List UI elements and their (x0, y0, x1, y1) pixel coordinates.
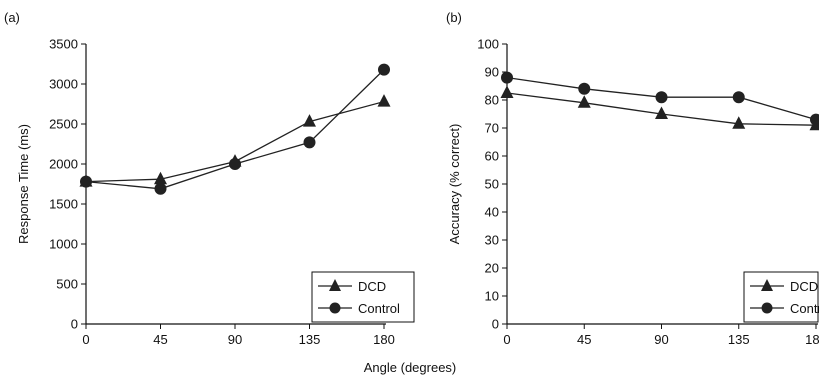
panel-b-xtick-label: 45 (577, 332, 591, 347)
panel-b-point-dcd (732, 116, 746, 129)
chart-panel-a: (a) Response Time (ms) 0 500 1000 1500 2000 2… (4, 10, 415, 348)
panel-b-ytick-label: 0 (492, 317, 499, 332)
panel-a-legend-label-control: Control (358, 301, 400, 316)
panel-a-legend-marker-dcd (329, 279, 341, 291)
panel-b-ytick-label: 10 (485, 289, 499, 304)
panel-b-label: (b) (446, 10, 462, 25)
panel-a-ytick-label: 2000 (49, 157, 78, 172)
panel-b-ytick-label: 80 (485, 93, 499, 108)
panel-a-xtick-label: 0 (82, 332, 89, 347)
panel-b-ytick-label: 70 (485, 121, 499, 136)
panel-b-ylabel: Accuracy (% correct) (447, 124, 462, 245)
panel-a-axes: 0 500 1000 1500 2000 2500 3000 3500 0 45 90 135 180 (49, 37, 395, 348)
panel-a-ylabel: Response Time (ms) (16, 124, 31, 244)
panel-a-ytick-label: 2500 (49, 117, 78, 132)
panel-b-ytick-label: 90 (485, 65, 499, 80)
panel-a-point-dcd (154, 171, 167, 185)
panel-a-line-control (85, 69, 385, 190)
panel-b-ytick-label: 20 (485, 261, 499, 276)
panel-b-point-control (810, 113, 819, 126)
panel-a-ytick-label: 1500 (49, 197, 78, 212)
panel-a-legend-marker-control (329, 302, 341, 314)
panel-a-point-control (378, 63, 390, 76)
panel-a-series (79, 63, 391, 195)
panel-b-ytick-label: 60 (485, 149, 499, 164)
panel-b-legend-marker-dcd (761, 279, 773, 291)
panel-a-xtick-label: 135 (299, 332, 321, 347)
panel-a-ytick-label: 3000 (49, 77, 78, 92)
panel-b-legend-label-dcd: DCD (790, 279, 818, 294)
panel-b-legend: DCD Control (743, 271, 819, 323)
panel-a-ytick-label: 3500 (49, 37, 78, 52)
chart-panel-b: (b) Accuracy (% correct) 0 10 20 30 40 50 60 70… (446, 10, 819, 347)
panel-b-series (500, 71, 819, 131)
panel-a-point-control (303, 136, 316, 149)
panel-b-xtick-label: 135 (728, 332, 750, 347)
panel-a-point-dcd (377, 94, 391, 107)
panel-b-point-control (501, 71, 513, 84)
panel-a-xtick-label: 180 (373, 332, 395, 347)
panel-b-legend-marker-control (761, 302, 773, 314)
panel-a-xtick-label: 90 (228, 332, 242, 347)
panel-b-point-dcd (500, 85, 514, 98)
panel-a-legend: DCD Control (311, 271, 415, 323)
panel-b-ytick-label: 40 (485, 205, 499, 220)
panel-a-point-control (154, 182, 167, 195)
panel-a-ytick-label: 0 (71, 317, 78, 332)
panel-b-point-dcd (655, 106, 668, 119)
panel-b-point-control (578, 82, 591, 95)
panel-b-xtick-label: 180 (805, 332, 819, 347)
panel-b-xtick-label: 90 (654, 332, 668, 347)
panel-a-point-dcd (303, 114, 316, 127)
panel-a-ytick-label: 1000 (49, 237, 78, 252)
panel-b-point-dcd (577, 95, 591, 108)
panel-a-xtick-label: 45 (153, 332, 167, 347)
panel-b-ytick-label: 30 (485, 233, 499, 248)
panel-b-legend-box (743, 271, 819, 323)
shared-xlabel: Angle (degrees) (364, 360, 457, 375)
panel-a-ytick-label: 500 (56, 277, 78, 292)
panel-a-label: (a) (4, 10, 20, 25)
panel-b-ytick-label: 50 (485, 177, 499, 192)
panel-b-axes: 0 10 20 30 40 50 60 70 80 90 100 0 45 90 135 180 (477, 37, 819, 348)
panel-a-legend-label-dcd: DCD (358, 279, 386, 294)
panel-b-legend-label-control: Control (790, 301, 819, 316)
panel-a-legend-box (311, 271, 415, 323)
panel-b-ytick-label: 100 (477, 37, 499, 52)
panel-a-point-control (229, 158, 241, 170)
panel-b-point-control (732, 91, 745, 104)
panel-b-point-control (655, 91, 668, 104)
panel-a-point-control (80, 175, 92, 188)
panel-b-xtick-label: 0 (503, 332, 510, 347)
